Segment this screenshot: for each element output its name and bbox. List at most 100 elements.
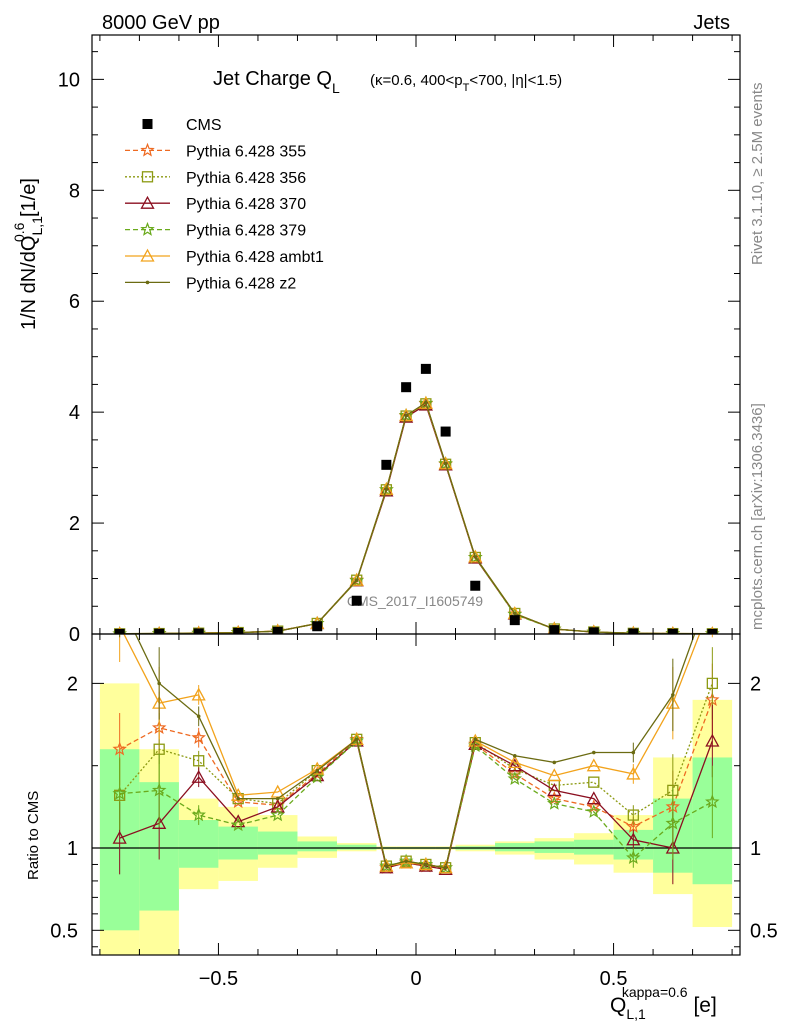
ratio-data-point (592, 750, 596, 755)
ratio-data-point (507, 771, 523, 786)
legend-label: Pythia 6.428 356 (186, 170, 306, 187)
ratio-data-point (112, 786, 127, 800)
cms-data-point (114, 628, 125, 634)
cms-data-point (440, 426, 451, 437)
ratio-data-point (354, 737, 359, 742)
ratio-data-point (586, 791, 601, 805)
ratio-data-point (547, 790, 562, 805)
legend-label: Pythia 6.428 355 (186, 143, 306, 160)
ratio-data-point (112, 741, 127, 756)
data-point (468, 549, 483, 563)
ratio-data-point (507, 755, 522, 769)
data-point (349, 572, 364, 586)
cms-data-point (420, 363, 431, 374)
ratio-data-point (275, 796, 280, 801)
side-label-upper: Rivet 3.1.10, ≥ 2.5M events (749, 83, 766, 266)
data-point (379, 482, 394, 497)
plot-title-detail: (κ=0.6, 400<pT<700, |η|<1.5) (370, 72, 562, 94)
ratio-data-point (547, 768, 562, 782)
series-line (119, 401, 713, 634)
ratio-y-tick-label-right: 1 (750, 838, 761, 860)
cms-data-point (193, 628, 204, 634)
x-axis-label-sup: kappa=0.6 (622, 984, 688, 1000)
ratio-data-point (384, 864, 389, 868)
data-point (349, 573, 364, 587)
uncertainty-band-green (218, 826, 258, 860)
y-tick-label: 6 (69, 291, 80, 313)
ratio-plot-frame (91, 633, 741, 956)
data-point (384, 487, 389, 492)
ratio-data-point (231, 814, 246, 828)
y-axis-label: 1/N dN/dQL,10.6 [1/e] (11, 178, 45, 330)
ratio-data-point (547, 783, 562, 797)
ratio-data-point (349, 733, 364, 748)
data-point (379, 481, 394, 495)
ratio-data-point (588, 776, 600, 788)
y-axis-label-sub: L,1 (29, 216, 45, 236)
main-plot-area: 0 2 4 6 8 10 (58, 34, 741, 646)
ratio-data-point (270, 807, 285, 822)
x-tick-label: 0.5 (600, 968, 628, 990)
data-point (468, 549, 483, 564)
ratio-data-point (438, 860, 453, 874)
ratio-data-point (626, 832, 641, 846)
ratio-y-label: Ratio to CMS (25, 791, 42, 880)
cms-data-point (588, 627, 599, 634)
cms-data-point (272, 626, 283, 634)
ratio-data-point (236, 796, 240, 801)
uncertainty-band-green (495, 843, 535, 852)
legend-label: CMS (186, 117, 222, 134)
data-point (473, 555, 478, 559)
ratio-data-point (586, 758, 601, 772)
ratio-series-line (134, 634, 696, 869)
ratio-data-point (586, 799, 602, 814)
side-label-lower: mcplots.cern.ch [arXiv:1306.3436] (749, 403, 766, 630)
ratio-data-point (547, 795, 562, 810)
ratio-data-point (152, 815, 167, 829)
data-point (418, 395, 434, 410)
ratio-data-point (118, 599, 122, 603)
cms-data-point (401, 382, 412, 393)
x-axis-label-a: Q (610, 994, 626, 1017)
legend-label: Pythia 6.428 z2 (186, 275, 296, 292)
cms-data-point (470, 580, 481, 591)
ratio-data-point (191, 769, 206, 783)
uncertainty-band-green (178, 820, 219, 868)
ratio-series-line (123, 634, 701, 869)
ratio-data-point (418, 856, 434, 871)
uncertainty-band-green (336, 844, 377, 850)
y-tick-label: 10 (58, 69, 80, 91)
data-point (438, 456, 453, 470)
ratio-data-point (157, 681, 161, 686)
cms-data-point (154, 628, 165, 634)
cms-data-point (667, 628, 678, 634)
cms-data-point (549, 625, 560, 634)
y-tick-label: 8 (69, 180, 80, 202)
ratio-y-tick-label: 0.5 (50, 920, 78, 942)
legend-marker (145, 280, 150, 285)
x-tick-label: −0.5 (199, 968, 238, 990)
ratio-data-point (705, 733, 720, 747)
plot-title-detail-b: <700, |η|<1.5) (469, 72, 562, 89)
analysis-watermark: CMS_2017_I1605749 (347, 593, 483, 609)
ratio-data-point (671, 693, 675, 697)
uncertainty-band-green (534, 841, 575, 853)
cms-data-point (351, 595, 362, 606)
data-point (424, 400, 428, 405)
uncertainty-band-green (574, 839, 614, 855)
uncertainty-band-green (297, 841, 337, 852)
y-tick-label: 0 (69, 624, 80, 646)
ratio-data-point (193, 755, 205, 767)
legend-label: Pythia 6.428 ambt1 (186, 249, 324, 266)
ratio-y-tick-label: 1 (67, 838, 78, 860)
ratio-data-point (665, 815, 681, 830)
ratio-data-point (379, 858, 394, 873)
data-point (399, 408, 414, 422)
ratio-data-point (627, 809, 639, 821)
ratio-data-point (191, 730, 206, 744)
ratio-data-point (424, 862, 428, 867)
data-point (512, 611, 517, 616)
y-axis-label-sup: 0.6 (11, 222, 27, 242)
y-axis-label-b: [1/e] (18, 178, 40, 222)
